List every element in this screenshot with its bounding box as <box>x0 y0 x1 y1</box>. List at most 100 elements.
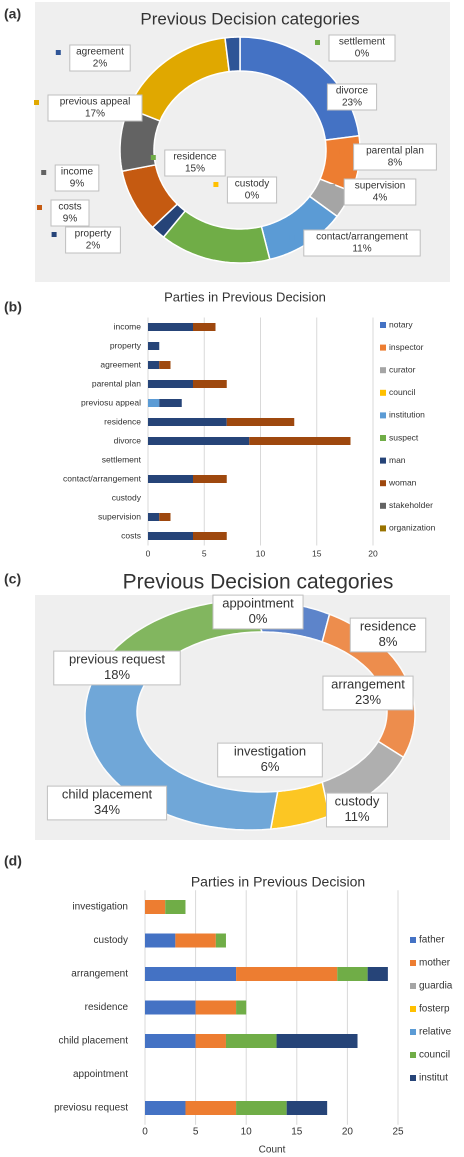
slice-label: income <box>61 167 94 178</box>
slice-value-label: 2% <box>93 59 108 70</box>
bar-segment <box>193 532 227 540</box>
slice-value-label: 8% <box>388 158 403 169</box>
bar-segment <box>367 967 388 981</box>
bar-segment <box>236 1101 287 1115</box>
bar-segment <box>145 933 176 948</box>
legend-swatch <box>380 525 386 532</box>
slice-label: arrangement <box>331 677 405 692</box>
x-tick-label: 5 <box>193 1127 199 1138</box>
label-marker <box>339 149 345 154</box>
slice-label: appointment <box>222 596 294 611</box>
slice-label: child placement <box>62 787 153 802</box>
bar-segment <box>148 532 193 540</box>
legend-swatch <box>410 1006 416 1012</box>
bar-segment <box>145 900 166 914</box>
label-box <box>69 44 131 72</box>
slice-label: supervision <box>355 181 406 192</box>
bar-segment <box>148 418 227 426</box>
x-tick-label: 15 <box>291 1127 303 1138</box>
bar-segment <box>225 1034 277 1048</box>
panel-label: (c) <box>4 571 21 587</box>
label-box <box>328 34 396 62</box>
legend-swatch <box>410 1052 416 1058</box>
bar-segment <box>185 1101 237 1115</box>
bar-segment <box>195 1034 226 1048</box>
y-tick-label: divorce <box>114 435 142 445</box>
legend-swatch <box>410 937 416 943</box>
slice-value-label: 0% <box>355 49 370 60</box>
y-tick-label: residence <box>85 1002 129 1013</box>
bar-segment <box>145 1034 196 1048</box>
label-box <box>303 229 421 257</box>
slice-value-label: 0% <box>245 191 260 202</box>
y-tick-label: agreement <box>100 359 141 369</box>
bar-segment <box>145 967 237 981</box>
bar-segment <box>148 437 250 445</box>
bar-segment <box>148 361 160 369</box>
slice-value-label: 9% <box>70 179 85 190</box>
x-tick-label: 10 <box>241 1127 253 1138</box>
y-tick-label: custody <box>112 492 142 502</box>
legend-label: inspector <box>389 342 424 352</box>
slice-value-label: 11% <box>344 809 369 824</box>
bar-segment <box>145 1000 196 1015</box>
bar-segment <box>236 1000 247 1015</box>
bar-segment <box>236 967 338 981</box>
slice-label: custody <box>235 179 269 190</box>
label-box <box>349 617 427 653</box>
label-marker <box>55 50 61 55</box>
bar-segment <box>226 418 295 426</box>
panel-label: (d) <box>4 853 22 869</box>
label-box <box>164 149 226 177</box>
y-tick-label: parental plan <box>92 378 141 388</box>
panel-label: (a) <box>4 6 21 22</box>
y-tick-label: property <box>110 340 142 350</box>
label-box <box>343 178 417 206</box>
bar-segment <box>148 380 193 388</box>
legend-swatch <box>410 1075 416 1081</box>
x-axis-label: Count <box>259 1145 286 1156</box>
legend-swatch <box>380 389 386 396</box>
legend-swatch <box>410 983 416 989</box>
label-marker <box>330 184 336 189</box>
y-tick-label: income <box>114 321 142 331</box>
bar-segment <box>148 513 160 521</box>
bar-segment <box>145 1101 186 1115</box>
y-tick-label: previosu appeal <box>81 397 141 407</box>
bar-segment <box>175 933 216 948</box>
chart-title: Parties in Previous Decision <box>164 289 326 304</box>
x-tick-label: 0 <box>146 548 151 558</box>
slice-label: costs <box>58 202 81 213</box>
legend-label: fosterp <box>419 1004 450 1015</box>
legend-swatch <box>380 457 386 464</box>
legend-swatch <box>380 322 386 328</box>
label-marker <box>313 89 319 94</box>
legend-label: organization <box>389 523 436 533</box>
legend-label: stakeholder <box>389 500 433 510</box>
label-box <box>54 164 100 192</box>
label-box <box>65 226 121 254</box>
legend-swatch <box>380 502 386 509</box>
legend-swatch <box>380 367 386 374</box>
slice-value-label: 11% <box>352 244 371 255</box>
slice-value-label: 9% <box>63 214 78 225</box>
x-tick-label: 5 <box>202 548 207 558</box>
label-box <box>326 792 388 828</box>
legend-swatch <box>380 435 386 441</box>
legend-swatch <box>380 344 386 351</box>
y-tick-label: custody <box>94 935 128 946</box>
label-marker <box>37 205 42 210</box>
legend-label: curator <box>389 364 416 374</box>
slice-value-label: 0% <box>249 611 268 626</box>
label-box <box>212 594 304 630</box>
x-tick-label: 15 <box>312 548 322 558</box>
slice-value-label: 18% <box>104 667 130 682</box>
slice-label: property <box>75 229 112 240</box>
chart-title: Parties in Previous Decision <box>191 874 365 890</box>
label-marker <box>41 170 47 175</box>
legend-label: institution <box>389 410 425 420</box>
slice-value-label: 6% <box>261 759 280 774</box>
bar-segment <box>159 513 171 521</box>
legend-label: institut <box>419 1073 448 1084</box>
